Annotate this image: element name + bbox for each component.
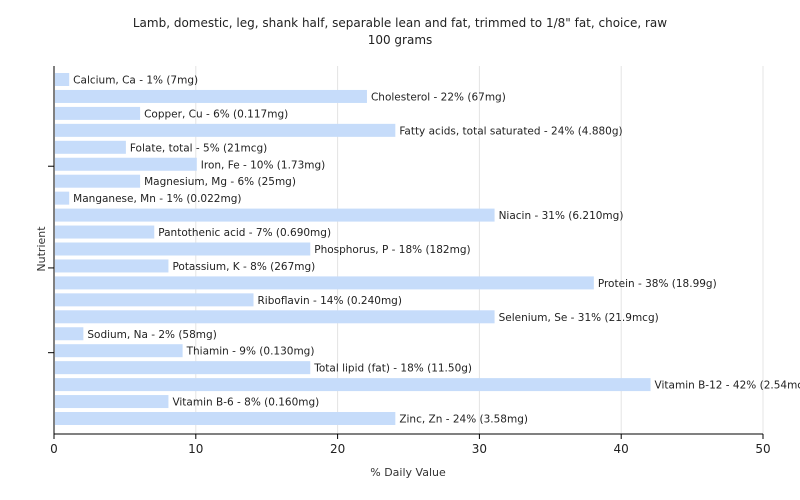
bar-1 (55, 89, 367, 103)
bar-label-12: Protein - 38% (18.99g) (598, 278, 717, 290)
bar-label-20: Zinc, Zn - 24% (3.58mg) (399, 414, 528, 426)
bar-label-7: Manganese, Mn - 1% (0.022mg) (73, 193, 241, 205)
chart-subtitle: 100 grams (367, 33, 433, 47)
bar-12 (55, 276, 594, 290)
bar-2 (55, 106, 141, 120)
bar-label-0: Calcium, Ca - 1% (7mg) (73, 75, 198, 87)
bar-4 (55, 140, 126, 154)
bars (55, 73, 651, 425)
x-tick-label-4: 40 (614, 442, 629, 456)
y-axis-label: Nutrient (35, 226, 48, 272)
bar-15 (55, 327, 84, 341)
bar-16 (55, 344, 183, 358)
chart-title: Lamb, domestic, leg, shank half, separab… (132, 16, 668, 30)
bar-label-8: Niacin - 31% (6.210mg) (499, 210, 624, 222)
bar-label-18: Vitamin B-12 - 42% (2.54mcg) (655, 380, 800, 392)
bar-19 (55, 395, 169, 409)
bar-label-1: Cholesterol - 22% (67mg) (371, 91, 506, 103)
axes: 0 10 20 30 40 50 (48, 66, 771, 456)
x-axis-label: % Daily Value (370, 466, 446, 479)
bar-label-16: Thiamin - 9% (0.130mg) (186, 346, 315, 358)
bar-7 (55, 191, 70, 205)
x-tick-label-0: 0 (50, 442, 58, 456)
bar-10 (55, 242, 311, 256)
bar-label-17: Total lipid (fat) - 18% (11.50g) (313, 363, 472, 375)
bar-14 (55, 310, 495, 324)
bar-label-13: Riboflavin - 14% (0.240mg) (258, 295, 402, 307)
bar-label-5: Iron, Fe - 10% (1.73mg) (201, 159, 325, 171)
bar-label-9: Pantothenic acid - 7% (0.690mg) (158, 227, 331, 239)
bar-18 (55, 378, 651, 392)
bar-label-11: Potassium, K - 8% (267mg) (172, 261, 315, 273)
x-tick-label-2: 20 (330, 442, 345, 456)
bar-label-19: Vitamin B-6 - 8% (0.160mg) (172, 397, 319, 409)
bar-11 (55, 259, 169, 273)
bar-8 (55, 208, 495, 222)
bar-label-14: Selenium, Se - 31% (21.9mcg) (499, 312, 659, 324)
bar-0 (55, 73, 70, 86)
bar-3 (55, 123, 396, 137)
bar-9 (55, 225, 155, 239)
bar-label-6: Magnesium, Mg - 6% (25mg) (144, 176, 296, 188)
bar-label-2: Copper, Cu - 6% (0.117mg) (144, 108, 288, 120)
x-tick-label-3: 30 (472, 442, 487, 456)
bar-17 (55, 361, 311, 375)
bar-20 (55, 412, 396, 425)
x-tick-label-1: 10 (188, 442, 203, 456)
bar-label-15: Sodium, Na - 2% (58mg) (87, 329, 216, 341)
bar-label-3: Fatty acids, total saturated - 24% (4.88… (399, 125, 622, 137)
bar-5 (55, 157, 197, 171)
bar-6 (55, 174, 141, 188)
bar-label-4: Folate, total - 5% (21mcg) (130, 142, 267, 154)
data-labels: Calcium, Ca - 1% (7mg) Cholesterol - 22% … (73, 75, 800, 426)
bar-label-10: Phosphorus, P - 18% (182mg) (314, 244, 470, 256)
x-tick-label-5: 50 (755, 442, 770, 456)
bar-13 (55, 293, 254, 307)
